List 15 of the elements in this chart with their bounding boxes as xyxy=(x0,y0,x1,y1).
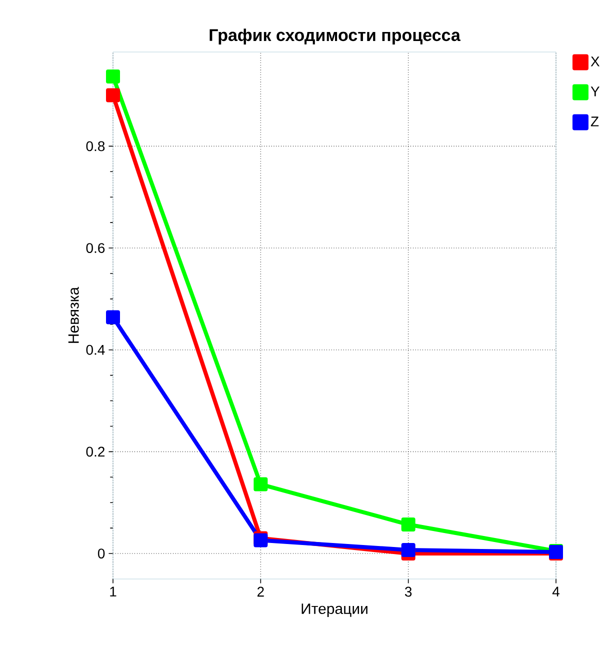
x-tick-label: 3 xyxy=(404,586,412,597)
legend-label: Y xyxy=(590,86,600,96)
y-axis-title: Невязка xyxy=(68,286,79,343)
y-tick-label: 0.4 xyxy=(86,344,105,355)
legend-label: X xyxy=(590,56,600,66)
x-tick-label: 2 xyxy=(257,586,264,597)
x-tick-label: 4 xyxy=(552,586,560,596)
chart-title: График сходимости процесса xyxy=(210,28,461,44)
y-tick-label: 0.2 xyxy=(86,446,104,457)
x-axis-title: Итерации xyxy=(302,604,368,617)
y-tick-label: 0 xyxy=(98,548,105,558)
x-tick-label: 1 xyxy=(110,586,116,596)
y-tick-label: 0.8 xyxy=(86,141,105,152)
legend-label: Z xyxy=(590,116,599,126)
y-tick-label: 0.6 xyxy=(86,243,105,253)
